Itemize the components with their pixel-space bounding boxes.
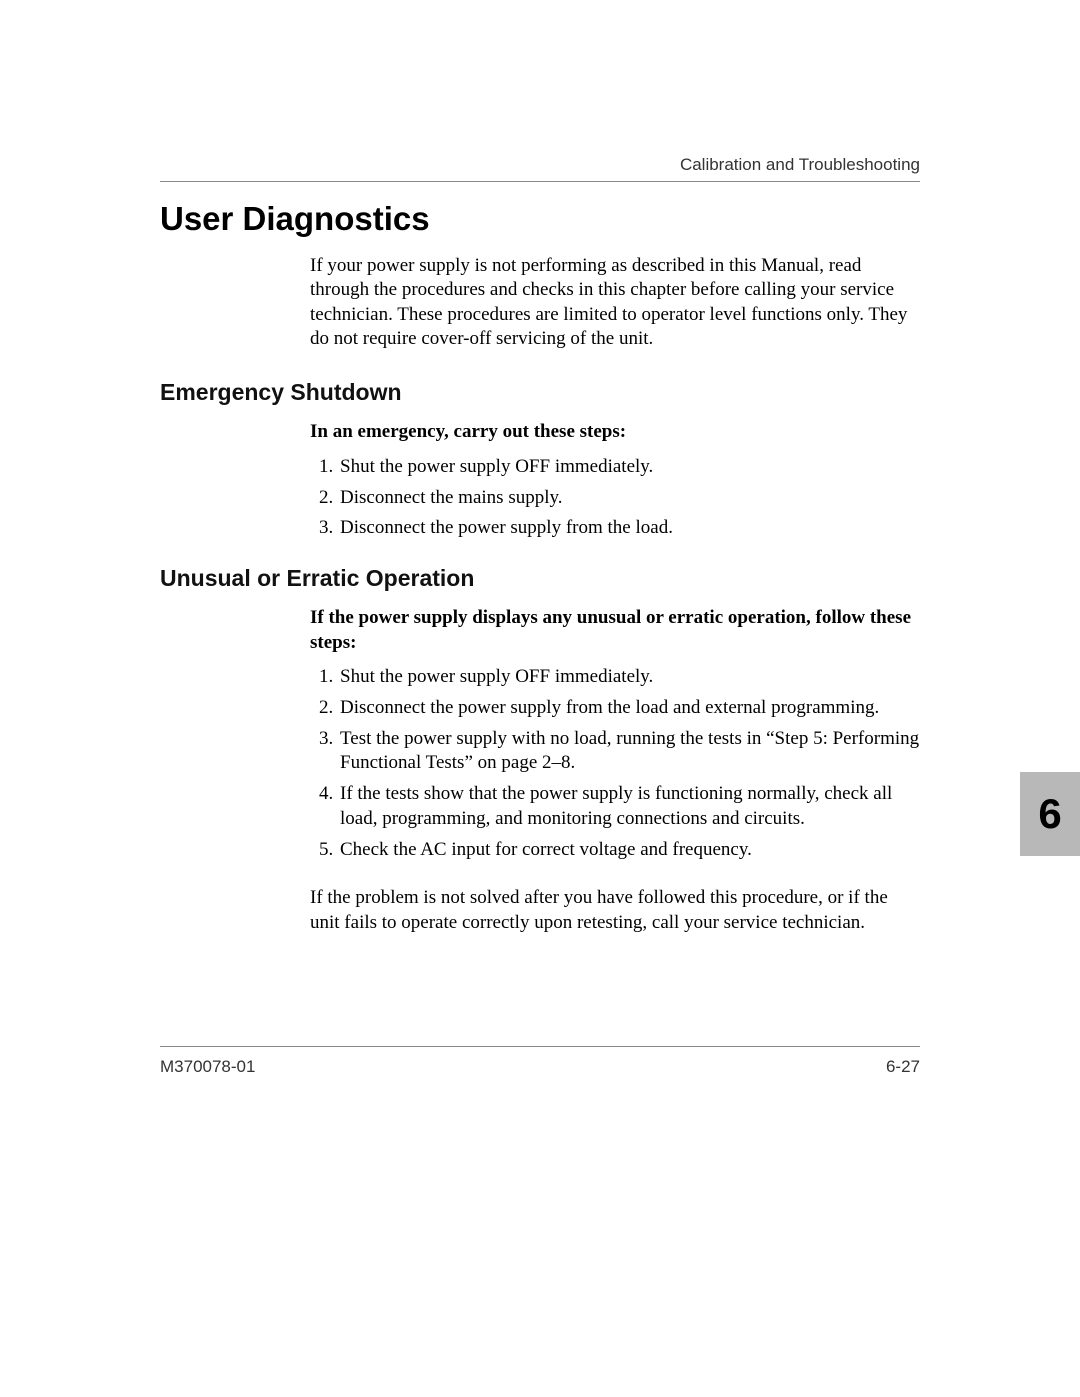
- section-lead-unusual: If the power supply displays any unusual…: [310, 606, 920, 655]
- list-item: Shut the power supply OFF immediately.: [338, 455, 920, 480]
- list-item: If the tests show that the power supply …: [338, 782, 920, 831]
- list-item: Check the AC input for correct voltage a…: [338, 838, 920, 863]
- list-item: Disconnect the power supply from the loa…: [338, 516, 920, 541]
- steps-list-unusual: Shut the power supply OFF immediately. D…: [310, 665, 920, 862]
- page-number: 6-27: [886, 1057, 920, 1077]
- section-heading-unusual: Unusual or Erratic Operation: [160, 565, 920, 592]
- page-title: User Diagnostics: [160, 200, 920, 238]
- section-heading-emergency: Emergency Shutdown: [160, 379, 920, 406]
- list-item: Disconnect the mains supply.: [338, 486, 920, 511]
- page-content: Calibration and Troubleshooting User Dia…: [160, 155, 920, 956]
- list-item: Shut the power supply OFF immediately.: [338, 665, 920, 690]
- section-lead-emergency: In an emergency, carry out these steps:: [310, 420, 920, 445]
- header-rule: [160, 181, 920, 182]
- chapter-number: 6: [1038, 790, 1061, 838]
- page-footer: M370078-01 6-27: [160, 1046, 920, 1077]
- steps-list-emergency: Shut the power supply OFF immediately. D…: [310, 455, 920, 541]
- footer-rule: [160, 1046, 920, 1047]
- intro-paragraph: If your power supply is not performing a…: [310, 254, 920, 351]
- list-item: Disconnect the power supply from the loa…: [338, 696, 920, 721]
- running-head: Calibration and Troubleshooting: [160, 155, 920, 175]
- section-trailer-unusual: If the problem is not solved after you h…: [310, 886, 920, 935]
- doc-number: M370078-01: [160, 1057, 255, 1077]
- chapter-tab: 6: [1020, 772, 1080, 856]
- list-item: Test the power supply with no load, runn…: [338, 727, 920, 776]
